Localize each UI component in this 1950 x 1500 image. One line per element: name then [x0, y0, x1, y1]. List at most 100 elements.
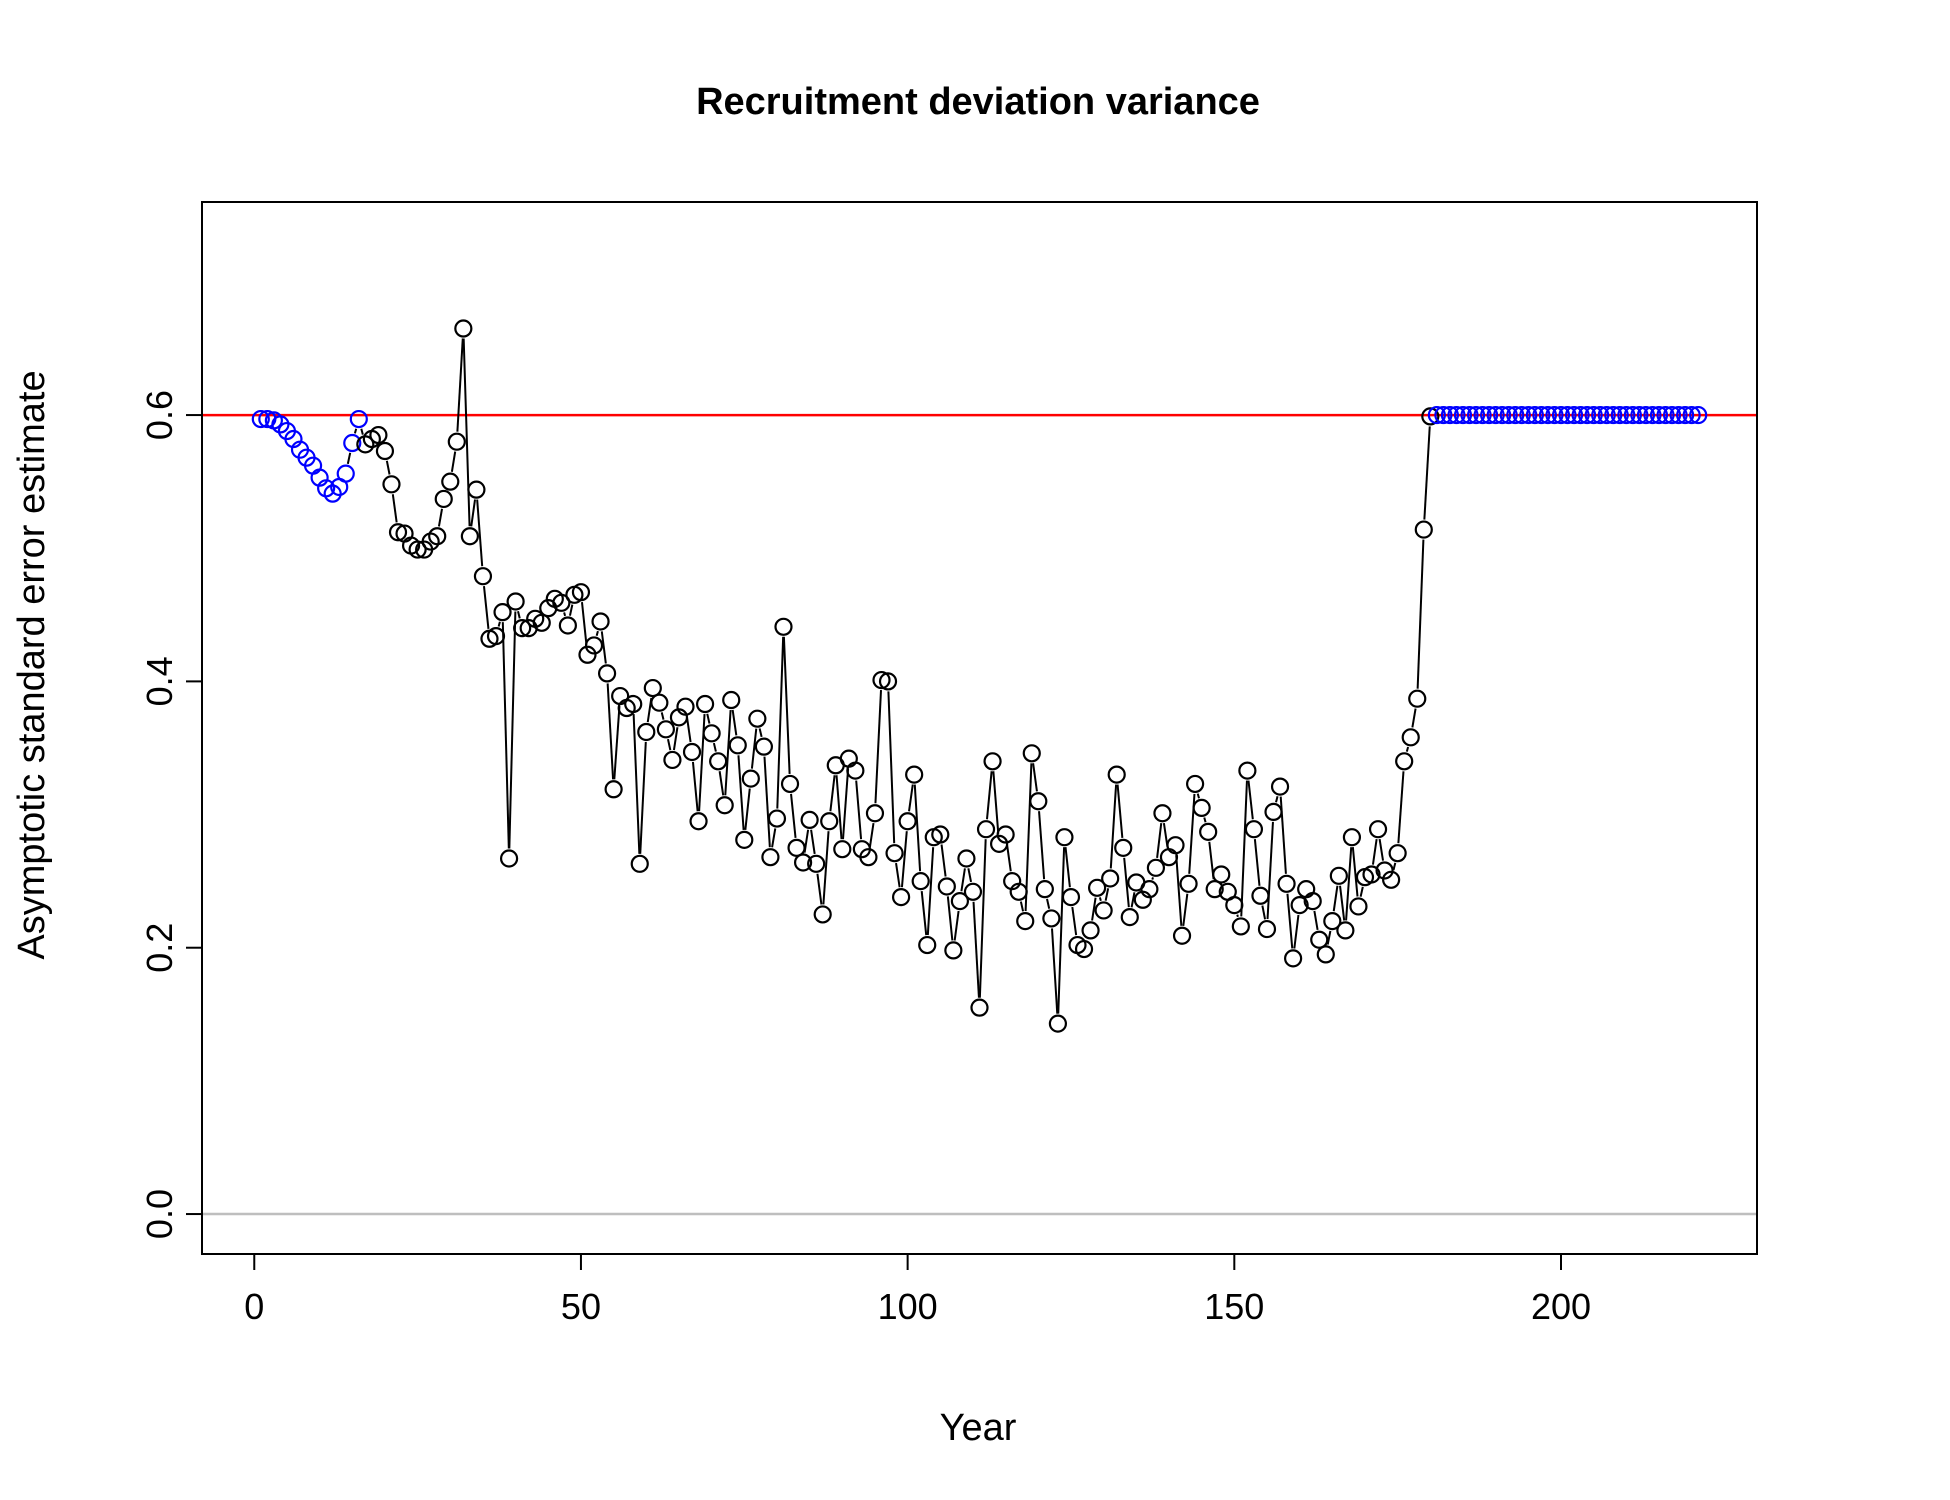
data-point	[1460, 405, 1479, 425]
line-segment	[1397, 771, 1405, 844]
data-point	[1538, 405, 1558, 425]
line-segment	[895, 862, 901, 888]
data-point	[1368, 820, 1388, 839]
line-segment	[1032, 763, 1038, 792]
line-segment	[750, 728, 758, 769]
line-segment	[1359, 886, 1364, 897]
data-point	[748, 709, 767, 728]
line-segment	[718, 771, 725, 796]
line-segment	[1339, 885, 1346, 921]
data-point	[630, 854, 649, 873]
data-point	[637, 722, 656, 742]
line-segment	[1351, 847, 1359, 897]
data-point	[944, 941, 963, 960]
line-segment	[1046, 898, 1051, 909]
line-segment	[595, 630, 599, 637]
chart-title: Recruitment deviation variance	[696, 81, 1260, 123]
data-point	[1486, 405, 1505, 425]
data-point	[1342, 828, 1362, 847]
line-segment	[763, 756, 771, 848]
line-segment	[874, 689, 883, 804]
data-point	[1571, 405, 1590, 425]
line-segment	[632, 713, 641, 854]
data-point	[1146, 858, 1166, 877]
data-point	[1447, 405, 1466, 425]
data-point	[441, 472, 460, 491]
data-point	[1107, 765, 1126, 784]
line-segment	[835, 775, 843, 840]
data-point	[1029, 792, 1048, 811]
data-point	[1649, 405, 1669, 425]
data-point	[1584, 405, 1603, 425]
data-point	[1395, 752, 1414, 771]
data-point	[1682, 405, 1701, 425]
data-point	[369, 425, 388, 445]
data-point	[970, 998, 989, 1017]
data-point	[1153, 804, 1172, 823]
line-segment	[1247, 780, 1254, 820]
data-point	[1662, 405, 1682, 425]
data-point	[1604, 405, 1623, 425]
data-point	[1578, 405, 1597, 425]
data-point	[1179, 874, 1198, 893]
line-segment	[816, 873, 823, 905]
line-segment	[1098, 897, 1102, 902]
data-point	[1035, 880, 1054, 899]
data-point	[1610, 405, 1629, 425]
line-segment	[1378, 838, 1385, 861]
x-tick-label: 50	[561, 1286, 601, 1327]
data-point	[1440, 405, 1460, 425]
line-segment	[855, 780, 863, 840]
line-segment	[731, 709, 738, 736]
data-point	[663, 750, 682, 770]
line-segment	[1091, 897, 1097, 921]
data-points	[251, 319, 1708, 1033]
data-point	[1656, 405, 1675, 425]
data-point	[950, 892, 969, 911]
data-point	[1329, 866, 1348, 885]
data-point	[905, 765, 924, 784]
line-segment	[1293, 914, 1300, 949]
data-point	[428, 527, 447, 546]
data-point	[493, 603, 512, 622]
data-point	[963, 882, 983, 901]
data-point	[1382, 870, 1401, 889]
data-point	[1264, 802, 1283, 821]
data-point	[976, 820, 996, 839]
data-point	[1519, 405, 1538, 425]
data-point	[1597, 405, 1616, 425]
data-point	[728, 736, 747, 755]
data-point	[676, 697, 695, 716]
data-point	[918, 935, 937, 955]
data-point	[1336, 921, 1355, 940]
data-point	[1427, 405, 1446, 425]
data-point	[1630, 405, 1649, 425]
line-segment	[1064, 847, 1071, 888]
data-point	[1166, 836, 1185, 855]
line-segment	[1182, 893, 1189, 926]
data-point	[813, 905, 832, 924]
data-point	[1310, 930, 1329, 949]
line-segment	[517, 610, 521, 619]
data-point	[1414, 520, 1433, 539]
line-segment	[568, 604, 574, 616]
line-segment	[1109, 784, 1118, 869]
data-point	[820, 812, 839, 831]
line-segment	[476, 499, 484, 567]
line-segment	[842, 768, 850, 840]
data-point	[1375, 861, 1394, 880]
line-segment	[992, 771, 1000, 834]
line-segment	[508, 611, 517, 849]
data-point	[486, 627, 506, 646]
data-point	[983, 752, 1002, 771]
y-tick-label: 0.4	[139, 656, 180, 706]
data-point	[1551, 405, 1571, 425]
data-point	[1493, 405, 1512, 425]
line-segment	[776, 636, 785, 809]
data-point	[846, 761, 865, 780]
line-segment	[1416, 539, 1425, 689]
data-point	[1074, 939, 1094, 959]
data-point	[807, 854, 826, 873]
